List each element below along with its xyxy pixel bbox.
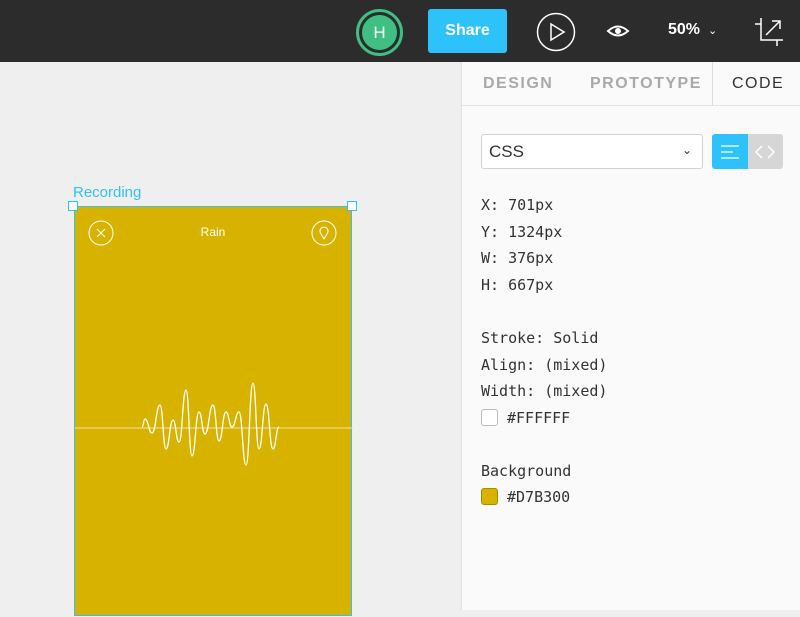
text-lines-icon: [720, 144, 739, 159]
background-color-row: #D7B300: [481, 488, 570, 506]
location-pin-icon[interactable]: [311, 220, 337, 246]
resize-handle[interactable]: [347, 201, 357, 211]
close-icon[interactable]: [88, 220, 114, 246]
prop-x: X: 701px: [481, 196, 554, 214]
chevron-down-icon: ⌄: [708, 25, 718, 37]
view-toggle: [712, 134, 783, 169]
avatar-initial: H: [362, 15, 397, 50]
tab-prototype[interactable]: PROTOTYPE: [590, 75, 702, 92]
prop-y: Y: 1324px: [481, 223, 563, 241]
list-view-button[interactable]: [712, 134, 748, 169]
waveform: [75, 382, 353, 466]
screen-title: Rain: [200, 225, 226, 239]
chevron-down-icon: ⌄: [681, 143, 692, 157]
resize-frame-icon[interactable]: [755, 18, 783, 46]
resize-handle[interactable]: [68, 201, 78, 211]
prop-align: Align: (mixed): [481, 356, 608, 374]
share-button[interactable]: Share: [428, 9, 507, 53]
tab-design[interactable]: DESIGN: [483, 75, 554, 92]
zoom-level: 50%: [668, 21, 701, 38]
background-label: Background: [481, 462, 572, 480]
panel-tabs: DESIGN PROTOTYPE CODE: [462, 62, 800, 106]
language-value: CSS: [489, 142, 524, 161]
background-color-value: #D7B300: [507, 488, 571, 506]
prop-stroke: Stroke: Solid: [481, 329, 599, 347]
prop-h: H: 667px: [481, 276, 554, 294]
frame-label[interactable]: Recording: [73, 184, 142, 201]
eye-icon[interactable]: [606, 22, 630, 40]
stroke-color-value: #FFFFFF: [507, 409, 571, 427]
prop-w: W: 376px: [481, 249, 554, 267]
user-avatar[interactable]: H: [356, 9, 403, 56]
zoom-dropdown[interactable]: 50% ⌄: [668, 21, 717, 39]
code-brackets-icon: [755, 144, 776, 159]
language-select[interactable]: CSS ⌄: [481, 134, 703, 169]
stroke-color-row: #FFFFFF: [481, 409, 570, 427]
play-icon[interactable]: [536, 12, 576, 52]
properties-panel: DESIGN PROTOTYPE CODE CSS ⌄ X: 701px Y: 1…: [461, 62, 800, 610]
prop-width: Width: (mixed): [481, 382, 608, 400]
tab-code[interactable]: CODE: [732, 75, 785, 92]
toolbar: H Share 50% ⌄: [0, 0, 800, 62]
code-view-button[interactable]: [747, 134, 783, 169]
color-swatch[interactable]: [481, 409, 498, 426]
color-swatch[interactable]: [481, 488, 498, 505]
divider: [712, 62, 713, 106]
recording-frame[interactable]: Rain: [74, 206, 353, 616]
